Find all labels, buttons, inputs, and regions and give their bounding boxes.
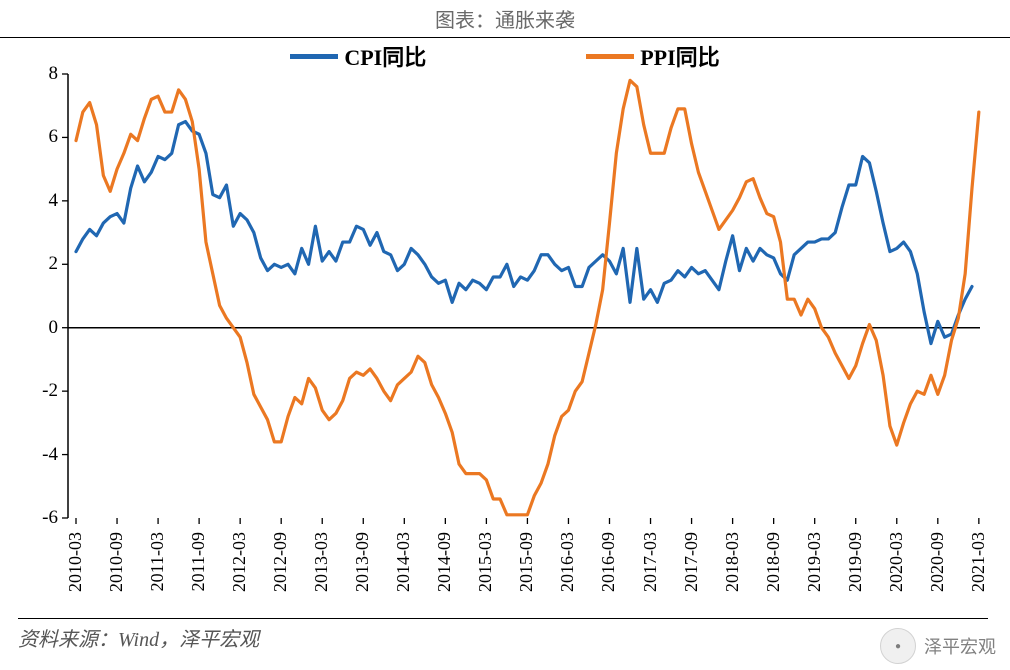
y-tick-label: 4 <box>49 190 59 212</box>
series-line <box>76 122 972 344</box>
x-tick-label: 2020-03 <box>886 532 907 592</box>
watermark-icon: ● <box>880 628 916 664</box>
x-tick-label: 2021-03 <box>968 532 989 592</box>
x-tick-label: 2014-03 <box>393 532 414 592</box>
x-tick-label: 2013-03 <box>311 532 332 592</box>
y-tick-label: 0 <box>49 317 59 339</box>
legend-swatch-cpi <box>290 54 338 59</box>
legend-item-ppi: PPI同比 <box>586 40 719 72</box>
x-tick-label: 2015-09 <box>516 532 537 592</box>
y-tick-label: -6 <box>42 507 58 529</box>
chart-title: 图表：通胀来袭 <box>0 0 1010 38</box>
x-tick-label: 2011-03 <box>147 532 168 591</box>
y-tick-label: 6 <box>49 126 59 148</box>
chart-container: 图表：通胀来袭 CPI同比 PPI同比 -6-4-202468 2010-032… <box>0 0 1010 670</box>
y-tick-label: -2 <box>42 380 58 402</box>
x-tick-label: 2016-09 <box>598 532 619 592</box>
chart-area: CPI同比 PPI同比 -6-4-202468 2010-032010-0920… <box>0 38 1010 613</box>
y-tick-label: 2 <box>49 253 59 275</box>
x-tick-label: 2013-09 <box>352 532 373 592</box>
plot-svg <box>68 74 980 518</box>
x-tick-label: 2012-09 <box>270 532 291 592</box>
legend-swatch-ppi <box>586 54 634 59</box>
x-tick-label: 2020-09 <box>927 532 948 592</box>
source-text: 资料来源：Wind，泽平宏观 <box>18 618 988 652</box>
x-tick-label: 2011-09 <box>188 532 209 591</box>
legend-label-ppi: PPI同比 <box>640 40 719 72</box>
y-tick-label: 8 <box>49 63 59 85</box>
x-tick-label: 2012-03 <box>229 532 250 592</box>
x-axis: 2010-03 2010-09 2011-03 2011-09 2012-03 2012-… <box>68 522 980 612</box>
watermark-text: 泽平宏观 <box>924 633 996 659</box>
legend-item-cpi: CPI同比 <box>290 40 426 72</box>
x-tick-label: 2014-09 <box>434 532 455 592</box>
x-tick-label: 2010-03 <box>65 532 86 592</box>
watermark: ● 泽平宏观 <box>880 628 996 664</box>
legend: CPI同比 PPI同比 <box>0 40 1010 72</box>
x-tick-label: 2017-03 <box>640 532 661 592</box>
x-tick-label: 2015-03 <box>475 532 496 592</box>
plot-area <box>68 74 980 518</box>
y-axis: -6-4-202468 <box>0 74 68 518</box>
y-tick-label: -4 <box>42 444 58 466</box>
x-tick-label: 2018-09 <box>763 532 784 592</box>
x-tick-label: 2016-03 <box>557 532 578 592</box>
x-tick-label: 2017-09 <box>681 532 702 592</box>
series-line <box>76 80 979 514</box>
x-tick-label: 2010-09 <box>106 532 127 592</box>
x-tick-label: 2018-03 <box>722 532 743 592</box>
x-tick-label: 2019-03 <box>804 532 825 592</box>
legend-label-cpi: CPI同比 <box>344 40 426 72</box>
x-tick-label: 2019-09 <box>845 532 866 592</box>
